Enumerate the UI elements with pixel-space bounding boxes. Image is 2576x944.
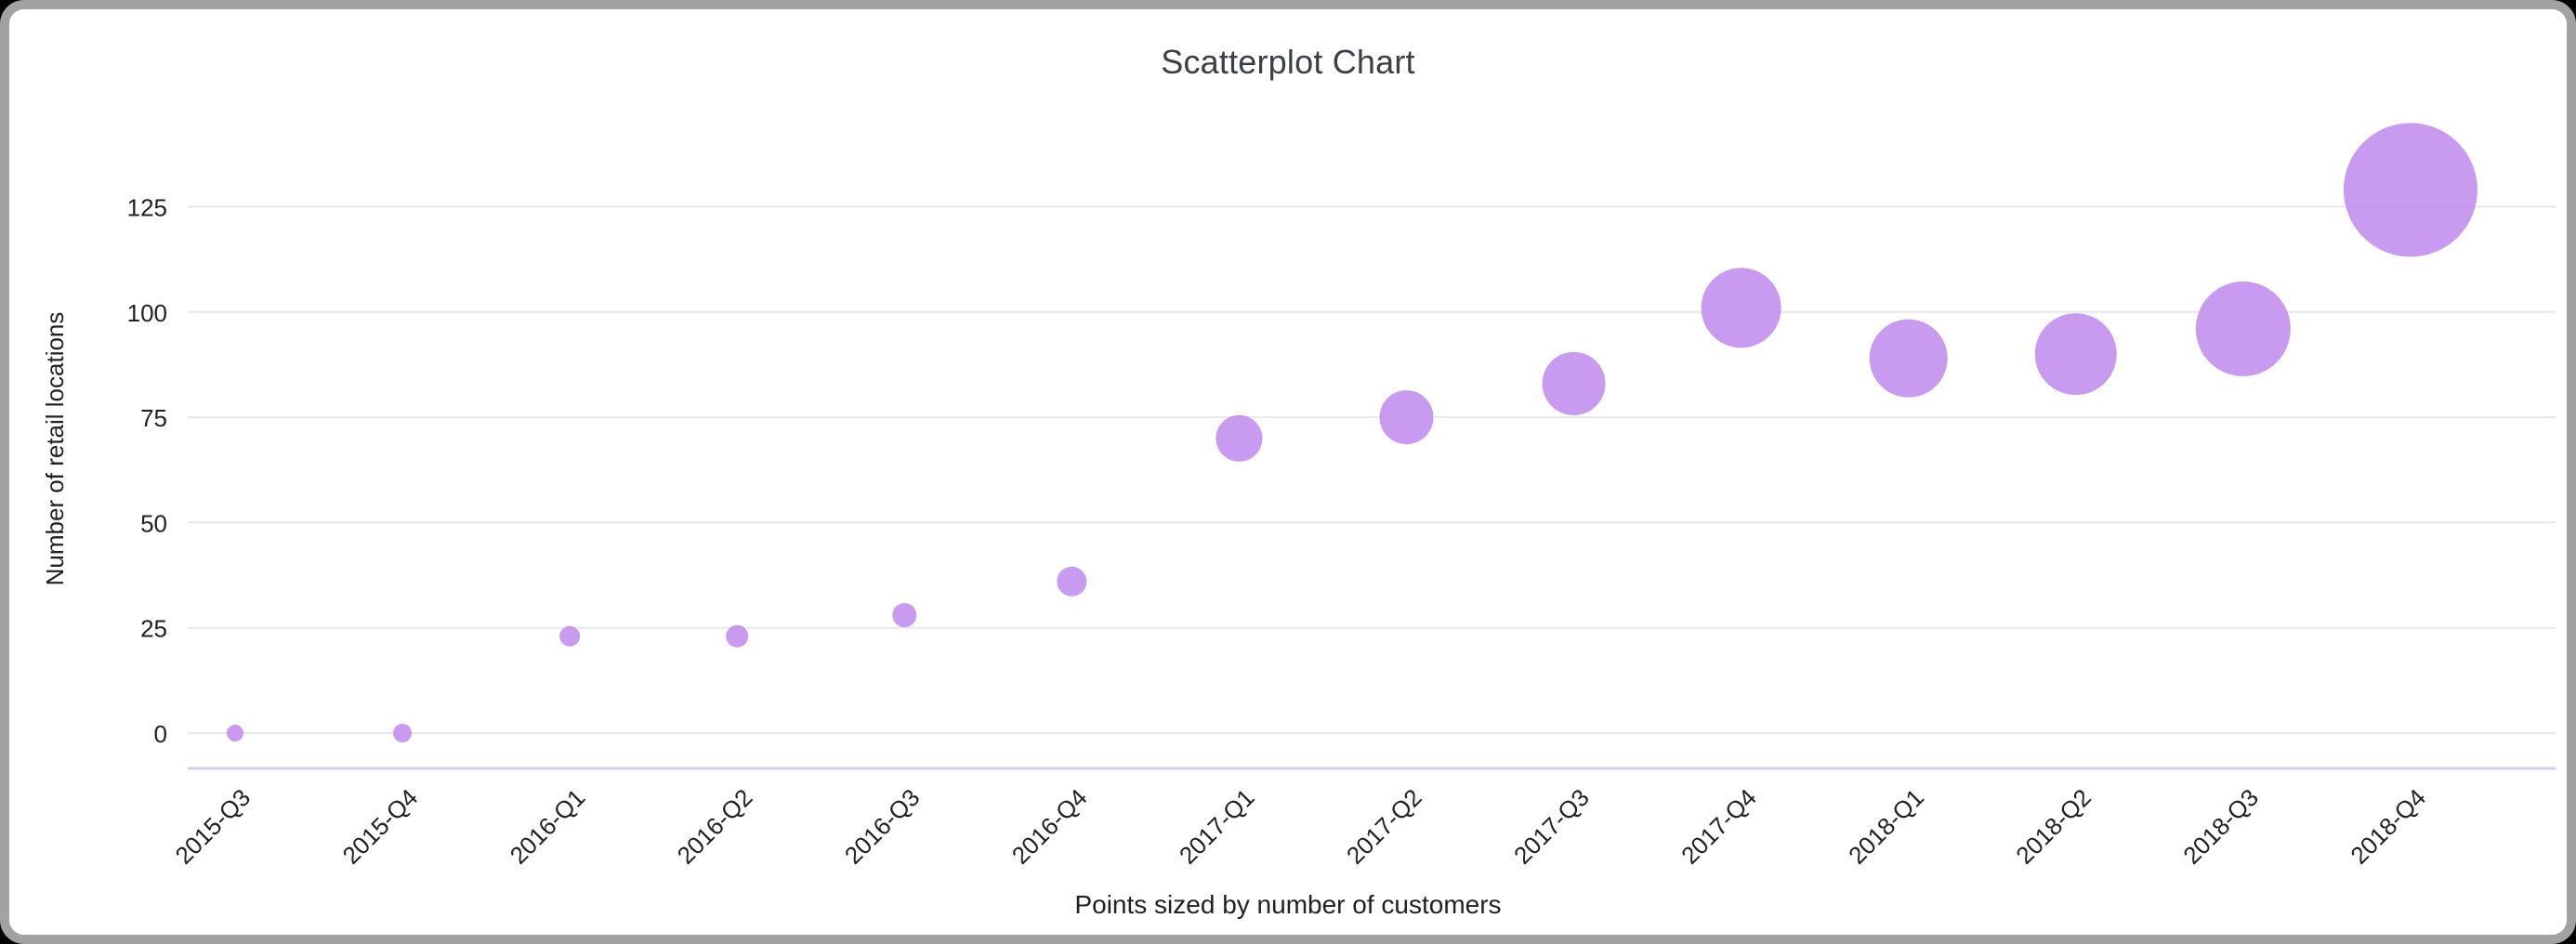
data-point[interactable]	[726, 624, 749, 648]
chart-title: Scatterplot Chart	[1161, 43, 1415, 81]
data-point[interactable]	[892, 603, 917, 628]
data-point[interactable]	[2034, 313, 2117, 396]
x-tick-label: 2017-Q3	[1508, 783, 1595, 870]
y-tick-label: 50	[140, 509, 167, 537]
data-point[interactable]	[1869, 319, 1948, 398]
data-point[interactable]	[2343, 123, 2477, 257]
data-point[interactable]	[2195, 281, 2291, 376]
chart-canvas: 0 25 50 75 100 125 2015-Q3 2015-Q4 2016-Q1 2016-…	[41, 123, 2556, 870]
data-point[interactable]	[1216, 414, 1263, 462]
x-tick-label: 2017-Q2	[1341, 783, 1427, 870]
x-tick-label: 2018-Q3	[2177, 783, 2264, 870]
x-tick-label: 2018-Q4	[2345, 783, 2431, 870]
gridline-group	[188, 205, 2556, 770]
y-tick-label: 125	[127, 194, 167, 222]
y-tick-label: 100	[127, 299, 167, 327]
data-point[interactable]	[1379, 390, 1434, 445]
data-point[interactable]	[1057, 566, 1087, 597]
y-axis-title: Number of retail locations	[41, 312, 69, 586]
x-tick-label: 2017-Q4	[1676, 783, 1762, 870]
x-tick-label: 2016-Q2	[672, 783, 758, 870]
y-tick-label: 75	[140, 404, 167, 432]
x-tick-label: 2018-Q2	[2010, 783, 2096, 870]
y-axis-tick-labels: 0 25 50 75 100 125	[127, 194, 167, 749]
x-tick-label: 2015-Q4	[337, 783, 424, 870]
x-tick-label: 2016-Q1	[505, 783, 591, 870]
y-tick-label: 25	[140, 615, 167, 643]
data-point[interactable]	[393, 724, 413, 742]
x-tick-label: 2018-Q1	[1843, 783, 1929, 870]
x-axis-caption: Points sized by number of customers	[1074, 890, 1502, 919]
y-tick-label: 0	[154, 720, 167, 748]
x-tick-label: 2015-Q3	[169, 783, 256, 870]
data-point[interactable]	[1542, 351, 1606, 415]
x-tick-label: 2016-Q4	[1006, 783, 1093, 870]
data-point[interactable]	[1701, 268, 1781, 348]
data-point[interactable]	[227, 725, 243, 741]
data-point-group	[227, 123, 2477, 742]
x-tick-label: 2016-Q3	[839, 783, 926, 870]
data-point[interactable]	[559, 625, 581, 647]
x-axis-tick-labels: 2015-Q3 2015-Q4 2016-Q1 2016-Q2 2016-Q3 2016-…	[169, 783, 2431, 870]
x-tick-label: 2017-Q1	[1174, 783, 1260, 870]
